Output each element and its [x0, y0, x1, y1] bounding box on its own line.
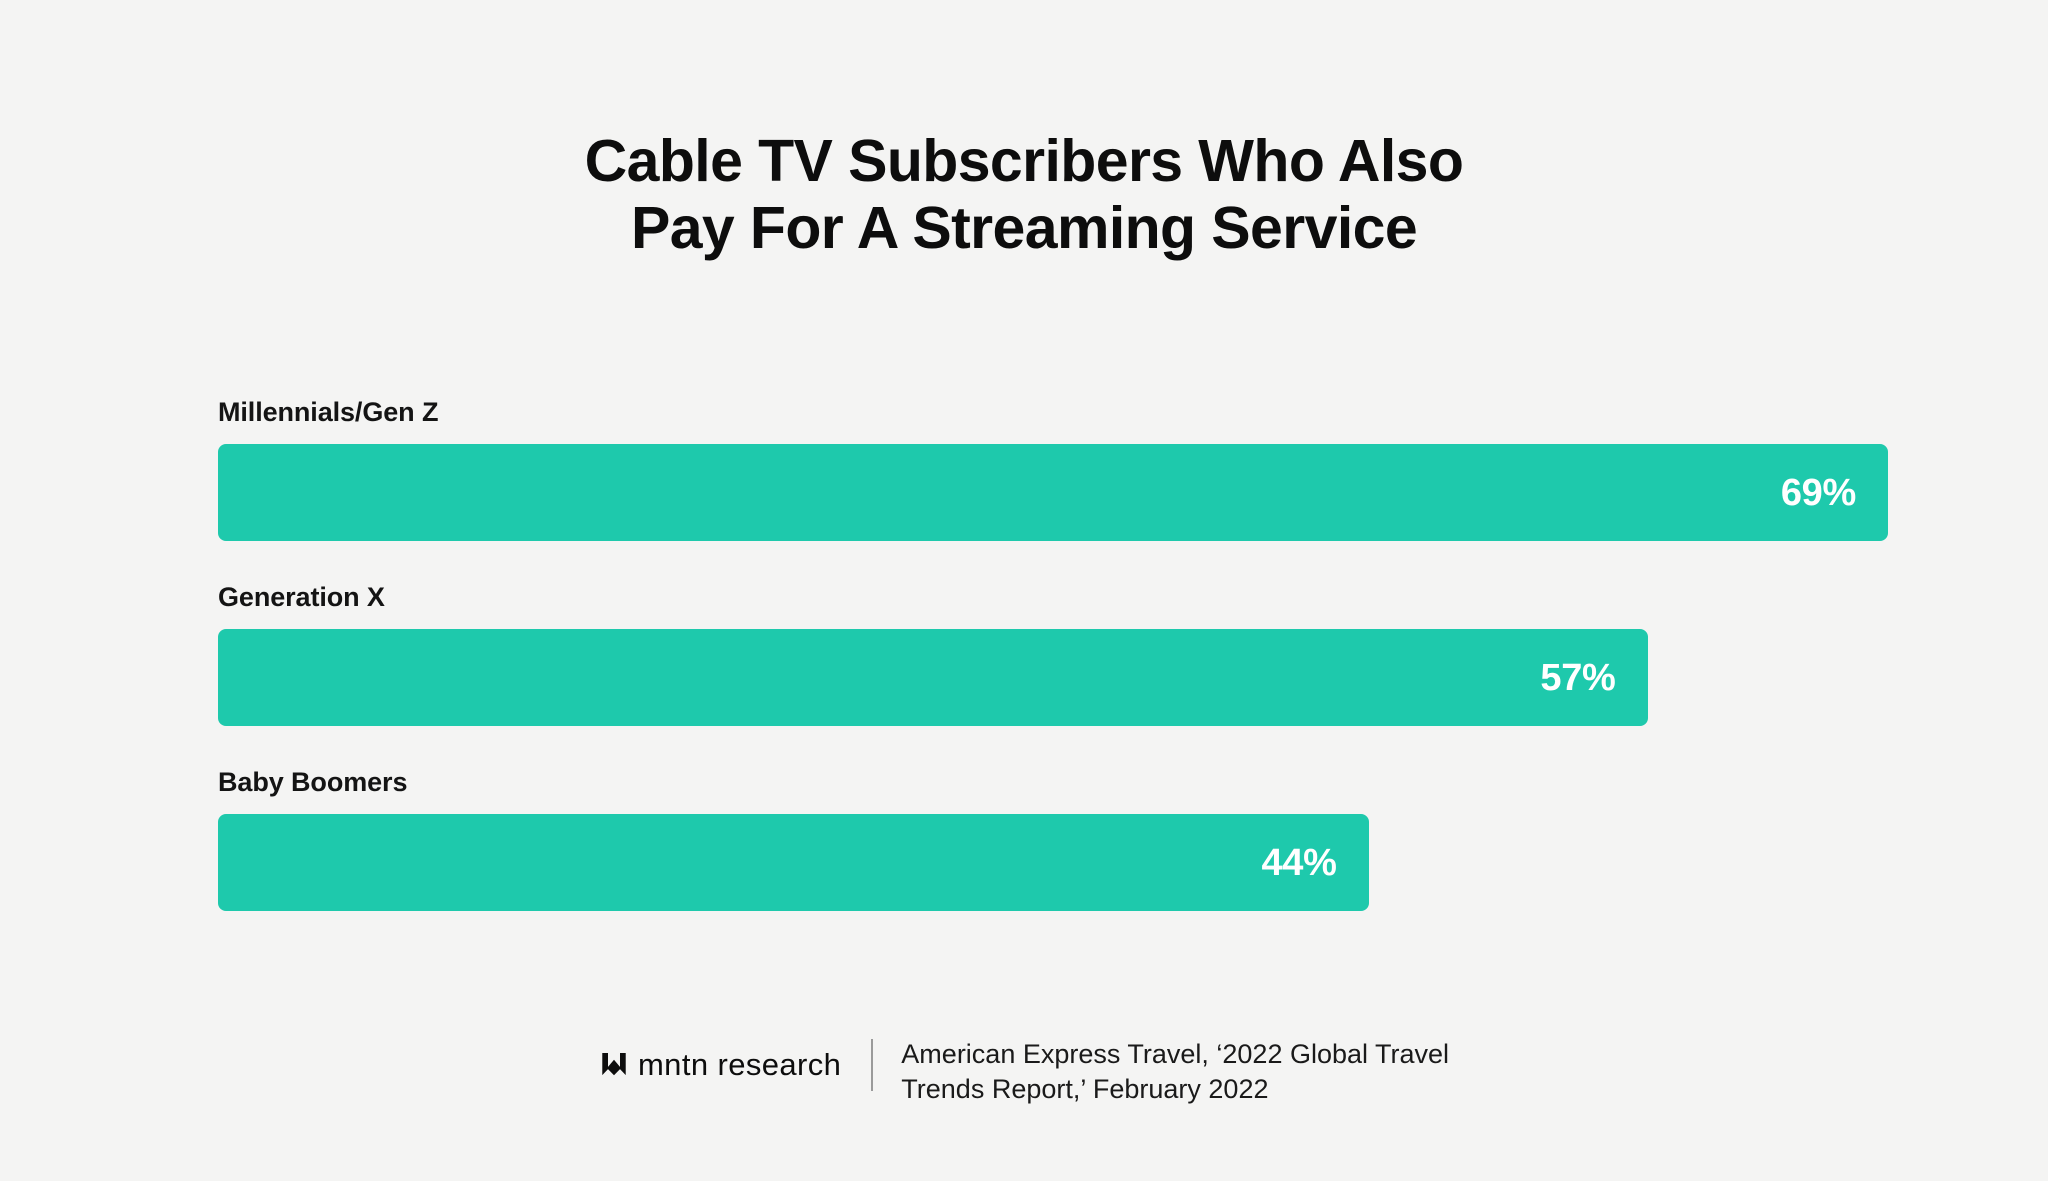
bar-chart: Millennials/Gen Z 69% Generation X 57% B…	[218, 396, 1918, 951]
bar-category-label: Millennials/Gen Z	[218, 397, 439, 427]
bar-category-label: Baby Boomers	[218, 767, 408, 797]
bar-value-label: 44%	[1261, 841, 1337, 884]
bar-track: 69%	[218, 444, 1888, 541]
footer-divider	[871, 1039, 874, 1091]
brand-lockup: mntn research	[599, 1037, 841, 1091]
bar-group-generation-x: Generation X 57%	[218, 581, 1918, 726]
bar-fill: 44%	[218, 814, 1369, 911]
bar-track: 44%	[218, 814, 1888, 911]
source-line-2: Trends Report,’ February 2022	[901, 1074, 1269, 1104]
mntn-m-logo-icon	[602, 1052, 626, 1076]
bar-value-label: 69%	[1780, 471, 1856, 514]
bar-value-label: 57%	[1540, 656, 1616, 699]
bar-group-baby-boomers: Baby Boomers 44%	[218, 766, 1918, 911]
title-line-2: Pay For A Streaming Service	[630, 195, 1418, 261]
bar-category-label: Generation X	[218, 582, 385, 612]
title-line-1: Cable TV Subscribers Who Also	[584, 128, 1464, 194]
footer: mntn research American Express Travel, ‘…	[0, 1037, 2048, 1107]
brand-name: mntn research	[637, 1046, 842, 1082]
bar-track: 57%	[218, 629, 1888, 726]
source-line-1: American Express Travel, ‘2022 Global Tr…	[901, 1039, 1450, 1069]
page-title: Cable TV Subscribers Who Also Pay For A …	[0, 128, 2048, 262]
source-citation: American Express Travel, ‘2022 Global Tr…	[901, 1037, 1449, 1107]
bar-group-millennials-gen-z: Millennials/Gen Z 69%	[218, 396, 1918, 541]
bar-fill: 57%	[218, 629, 1648, 726]
bar-fill: 69%	[218, 444, 1888, 541]
